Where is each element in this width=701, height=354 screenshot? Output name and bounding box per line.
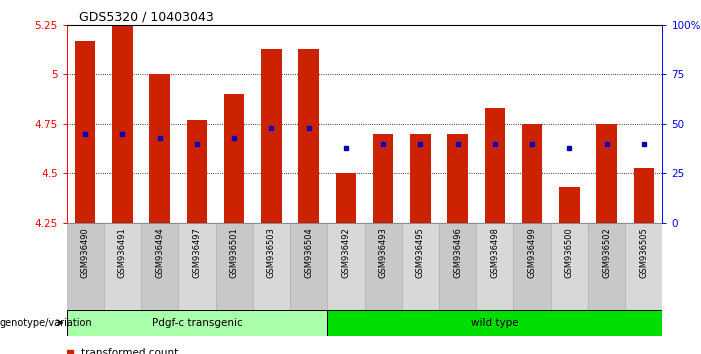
Bar	[327, 310, 662, 336]
Bar	[67, 310, 327, 336]
Text: GSM936492: GSM936492	[341, 227, 350, 278]
Text: GSM936500: GSM936500	[565, 227, 574, 278]
Bar	[476, 223, 513, 310]
Bar	[253, 223, 290, 310]
Bar	[104, 223, 141, 310]
Text: transformed count: transformed count	[81, 348, 179, 354]
Bar	[299, 48, 319, 223]
Bar	[141, 223, 178, 310]
Text: genotype/variation: genotype/variation	[0, 318, 93, 328]
Text: Pdgf-c transgenic: Pdgf-c transgenic	[151, 318, 243, 328]
Text: GSM936497: GSM936497	[193, 227, 201, 278]
Bar	[327, 223, 365, 310]
Text: wild type: wild type	[471, 318, 519, 328]
Bar	[634, 167, 654, 223]
Text: GSM936494: GSM936494	[155, 227, 164, 278]
Bar	[215, 223, 253, 310]
Bar	[402, 223, 439, 310]
Text: GSM936493: GSM936493	[379, 227, 388, 278]
Text: GSM936498: GSM936498	[491, 227, 499, 278]
Bar	[178, 223, 216, 310]
Text: GSM936491: GSM936491	[118, 227, 127, 278]
Bar	[75, 41, 95, 223]
Bar	[67, 223, 104, 310]
Text: GSM936501: GSM936501	[230, 227, 238, 278]
Text: GSM936499: GSM936499	[528, 227, 536, 278]
Bar	[365, 223, 402, 310]
Text: GSM936502: GSM936502	[602, 227, 611, 278]
Text: GSM936505: GSM936505	[639, 227, 648, 278]
Bar	[551, 223, 588, 310]
Bar	[224, 94, 245, 223]
Bar	[559, 187, 580, 223]
Bar	[112, 25, 132, 223]
Bar	[522, 124, 543, 223]
Bar	[597, 124, 617, 223]
Bar	[625, 223, 662, 310]
Bar	[186, 120, 207, 223]
Bar	[149, 74, 170, 223]
Text: GSM936496: GSM936496	[453, 227, 462, 278]
Bar	[439, 223, 476, 310]
Text: GSM936503: GSM936503	[267, 227, 276, 278]
Bar	[373, 134, 393, 223]
Bar	[588, 223, 625, 310]
Text: GSM936495: GSM936495	[416, 227, 425, 278]
Bar	[290, 223, 327, 310]
Bar	[484, 108, 505, 223]
Bar	[447, 134, 468, 223]
Bar	[410, 134, 430, 223]
Bar	[336, 173, 356, 223]
Text: GDS5320 / 10403043: GDS5320 / 10403043	[79, 11, 213, 24]
Text: GSM936504: GSM936504	[304, 227, 313, 278]
Text: GSM936490: GSM936490	[81, 227, 90, 278]
Bar	[261, 48, 282, 223]
Bar	[513, 223, 551, 310]
